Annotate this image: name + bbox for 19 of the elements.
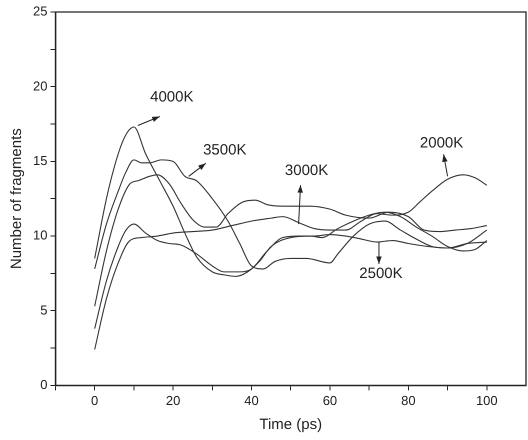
x-tick-label: 40 [244,392,259,408]
y-axis-title: Number of fragments [8,128,26,270]
x-tick-label: 20 [166,392,180,408]
y-tick-label: 0 [40,376,48,392]
y-tick-label: 10 [32,228,48,243]
y-tick-label: 25 [32,4,48,19]
x-tick-label: 100 [476,392,498,408]
x-tick-label: 80 [401,392,416,408]
annotation: 3000K [284,162,328,180]
y-tick-label: 5 [40,302,48,318]
y-tick-label: 20 [32,78,48,94]
annotation: 4000K [150,88,194,106]
y-tick-label: 15 [32,152,48,168]
x-tick-label: 60 [322,392,338,408]
annotation: 2500K [359,265,403,282]
x-axis-title: Time (ps) [259,416,322,434]
annotation: 2000K [420,134,464,152]
annotation: 3500K [203,141,246,158]
x-tick-label: 0 [91,392,98,408]
